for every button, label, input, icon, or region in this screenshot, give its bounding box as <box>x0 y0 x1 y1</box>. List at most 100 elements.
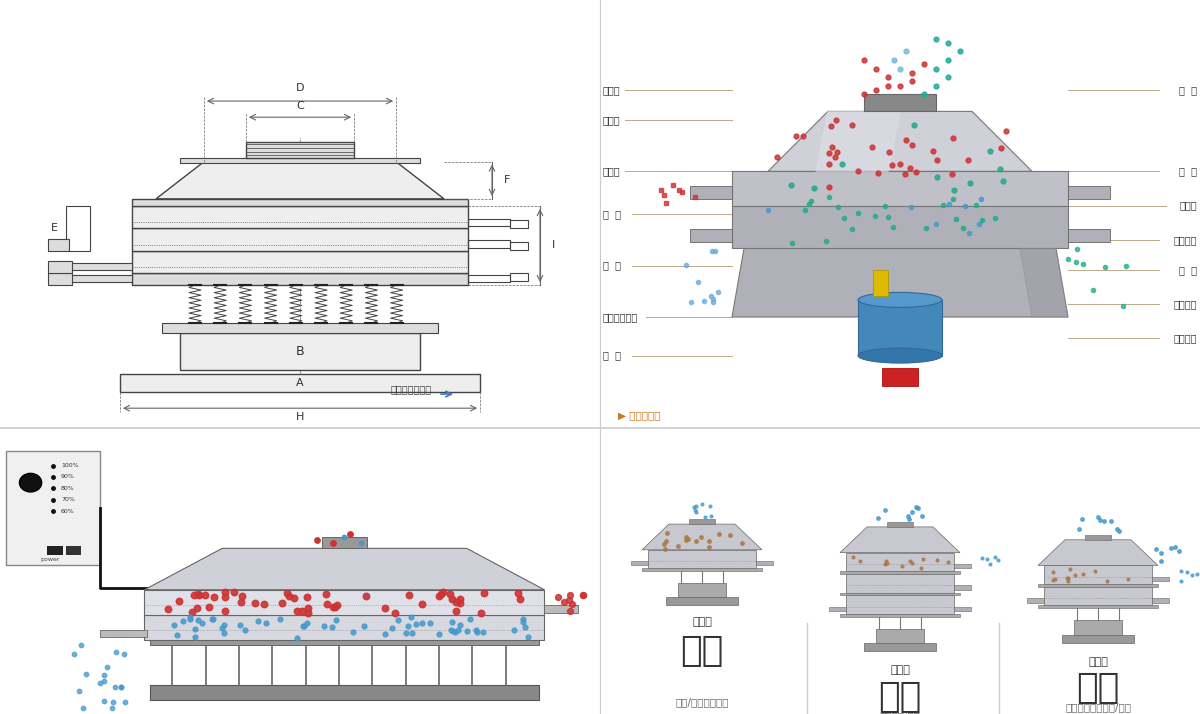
Bar <box>1152 577 1169 581</box>
Point <box>374 629 394 640</box>
Bar <box>1074 620 1122 635</box>
Text: 加重块: 加重块 <box>1180 201 1198 211</box>
Bar <box>840 571 960 574</box>
Point <box>328 600 347 611</box>
Point <box>298 591 317 603</box>
Point <box>284 593 304 604</box>
Bar <box>180 159 420 164</box>
Bar <box>120 374 480 392</box>
Bar <box>468 241 510 248</box>
Bar <box>150 640 539 645</box>
Text: 运输固定螺栓: 运输固定螺栓 <box>604 312 638 322</box>
Polygon shape <box>156 161 444 198</box>
Text: 束  环: 束 环 <box>604 209 622 219</box>
Point <box>115 696 134 708</box>
Point <box>430 628 449 640</box>
Bar <box>689 519 715 524</box>
Bar <box>66 546 82 555</box>
Point <box>298 618 317 629</box>
Point <box>457 625 476 637</box>
Bar <box>756 561 773 565</box>
Point <box>95 695 114 707</box>
Point <box>203 613 222 624</box>
Text: 外形尺寸示意图: 外形尺寸示意图 <box>391 384 432 394</box>
Bar <box>648 550 756 568</box>
Bar <box>1027 598 1044 603</box>
Text: ▶ 结构示意图: ▶ 结构示意图 <box>618 410 660 420</box>
Bar <box>468 219 510 226</box>
Bar <box>100 630 148 638</box>
Text: 机  座: 机 座 <box>604 351 622 361</box>
Bar <box>846 595 954 614</box>
Bar <box>1038 584 1158 587</box>
Text: 100%: 100% <box>61 463 79 468</box>
Bar <box>6 451 100 565</box>
Text: D: D <box>295 83 305 93</box>
Bar <box>846 553 954 571</box>
Point <box>468 627 487 638</box>
Point <box>446 596 466 608</box>
Bar <box>132 206 468 228</box>
Bar <box>858 300 942 356</box>
Text: H: H <box>296 412 304 422</box>
Point <box>112 681 131 693</box>
Point <box>314 620 334 632</box>
Point <box>467 624 486 635</box>
Text: 双层式: 双层式 <box>1088 657 1108 667</box>
Point <box>396 627 415 638</box>
Text: 防尘盖: 防尘盖 <box>604 115 620 125</box>
Point <box>352 537 371 548</box>
Bar <box>510 241 528 250</box>
Bar <box>150 685 539 700</box>
Point <box>324 601 343 613</box>
Point <box>446 605 466 616</box>
Bar <box>180 333 420 370</box>
Point <box>402 628 421 639</box>
Point <box>401 612 420 623</box>
Point <box>278 588 298 599</box>
Point <box>474 587 493 598</box>
Bar <box>1062 635 1134 643</box>
Point <box>443 625 462 637</box>
Bar <box>1044 587 1152 605</box>
Point <box>199 601 218 613</box>
Point <box>400 589 419 600</box>
Bar <box>132 228 468 251</box>
Point <box>292 605 311 616</box>
Point <box>190 590 209 601</box>
Point <box>185 631 204 643</box>
Bar <box>876 629 924 643</box>
Text: 去除异物/结块: 去除异物/结块 <box>880 711 920 714</box>
Polygon shape <box>1038 540 1158 565</box>
Point <box>388 615 407 626</box>
Bar <box>48 261 72 273</box>
Point <box>203 613 222 624</box>
Point <box>376 603 395 614</box>
Point <box>204 591 223 603</box>
Point <box>548 591 568 603</box>
Point <box>224 586 244 598</box>
Point <box>413 598 432 610</box>
Point <box>215 628 234 639</box>
Text: 上部重锤: 上部重锤 <box>1174 235 1198 245</box>
Point <box>560 605 580 617</box>
Text: E: E <box>50 223 58 233</box>
Point <box>112 681 131 693</box>
Point <box>326 614 346 625</box>
Bar <box>732 171 1068 206</box>
Text: 筛  盘: 筛 盘 <box>1178 265 1198 275</box>
Text: power: power <box>41 557 60 562</box>
Point <box>318 598 337 610</box>
Bar <box>690 186 732 199</box>
Point <box>341 528 360 540</box>
Point <box>518 632 538 643</box>
Point <box>450 593 469 604</box>
Point <box>185 589 204 600</box>
Point <box>180 613 199 625</box>
Point <box>65 649 84 660</box>
Point <box>442 617 461 628</box>
Point <box>474 626 493 638</box>
Point <box>230 619 250 630</box>
Bar <box>66 206 90 251</box>
Bar <box>882 368 918 386</box>
